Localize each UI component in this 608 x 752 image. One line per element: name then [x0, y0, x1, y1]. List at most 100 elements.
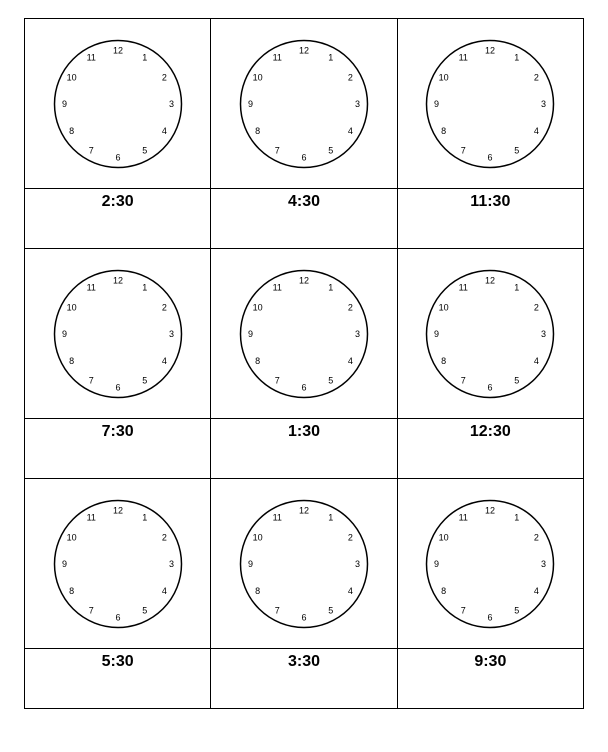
svg-text:6: 6 [488, 152, 493, 162]
svg-text:4: 4 [348, 355, 353, 365]
svg-text:7: 7 [275, 375, 280, 385]
svg-text:5: 5 [142, 145, 147, 155]
svg-text:1: 1 [142, 282, 147, 292]
svg-text:9: 9 [248, 99, 253, 109]
svg-text:7: 7 [88, 145, 93, 155]
svg-text:6: 6 [301, 152, 306, 162]
svg-text:9: 9 [434, 329, 439, 339]
svg-text:12: 12 [485, 275, 495, 285]
svg-text:3: 3 [541, 99, 546, 109]
svg-text:10: 10 [439, 532, 449, 542]
svg-text:9: 9 [62, 559, 67, 569]
svg-text:1: 1 [515, 282, 520, 292]
svg-text:8: 8 [69, 355, 74, 365]
svg-text:11: 11 [459, 52, 468, 62]
svg-text:12: 12 [485, 505, 495, 515]
svg-text:11: 11 [86, 512, 95, 522]
svg-text:11: 11 [273, 512, 282, 522]
svg-text:9: 9 [248, 559, 253, 569]
clock-face-icon: 121234567891011 [239, 269, 369, 399]
svg-text:9: 9 [434, 99, 439, 109]
clock-wrap: 121234567891011 [25, 249, 210, 418]
svg-text:1: 1 [515, 52, 520, 62]
svg-text:2: 2 [348, 72, 353, 82]
clock-cell: 121234567891011 [211, 479, 397, 649]
svg-text:6: 6 [115, 382, 120, 392]
time-label: 4:30 [211, 189, 396, 211]
clock-cell: 121234567891011 [397, 479, 583, 649]
clock-face-icon: 121234567891011 [53, 269, 183, 399]
clock-wrap: 121234567891011 [211, 19, 396, 188]
svg-text:7: 7 [461, 605, 466, 615]
svg-text:12: 12 [299, 275, 309, 285]
time-label-cell: 2:30 [25, 189, 211, 249]
time-label: 7:30 [25, 419, 210, 441]
svg-text:2: 2 [348, 532, 353, 542]
clock-wrap: 121234567891011 [25, 19, 210, 188]
svg-text:1: 1 [328, 52, 333, 62]
svg-text:4: 4 [534, 585, 539, 595]
time-label-cell: 3:30 [211, 649, 397, 709]
svg-text:8: 8 [441, 585, 446, 595]
svg-text:1: 1 [328, 282, 333, 292]
clock-cell: 121234567891011 [397, 19, 583, 189]
svg-text:1: 1 [328, 512, 333, 522]
svg-text:3: 3 [355, 329, 360, 339]
clock-cell: 121234567891011 [211, 19, 397, 189]
time-label: 12:30 [398, 419, 583, 441]
time-label-cell: 7:30 [25, 419, 211, 479]
svg-text:9: 9 [62, 99, 67, 109]
time-label-cell: 5:30 [25, 649, 211, 709]
clock-wrap: 121234567891011 [25, 479, 210, 648]
svg-text:1: 1 [142, 52, 147, 62]
svg-text:3: 3 [169, 99, 174, 109]
svg-text:12: 12 [299, 45, 309, 55]
svg-text:8: 8 [255, 125, 260, 135]
clock-face-icon: 121234567891011 [239, 39, 369, 169]
worksheet-page: 1212345678910111212345678910111212345678… [0, 0, 608, 752]
svg-text:3: 3 [169, 329, 174, 339]
svg-text:10: 10 [253, 532, 263, 542]
svg-text:6: 6 [115, 612, 120, 622]
svg-text:3: 3 [541, 329, 546, 339]
svg-text:10: 10 [439, 302, 449, 312]
time-label-cell: 9:30 [397, 649, 583, 709]
svg-text:11: 11 [273, 52, 282, 62]
svg-text:5: 5 [328, 145, 333, 155]
time-label-cell: 12:30 [397, 419, 583, 479]
svg-text:4: 4 [534, 125, 539, 135]
svg-text:5: 5 [515, 145, 520, 155]
svg-text:5: 5 [328, 605, 333, 615]
svg-text:2: 2 [161, 302, 166, 312]
clock-face-icon: 121234567891011 [425, 499, 555, 629]
svg-text:11: 11 [459, 512, 468, 522]
svg-text:4: 4 [534, 355, 539, 365]
svg-text:5: 5 [328, 375, 333, 385]
clock-face-icon: 121234567891011 [425, 39, 555, 169]
svg-text:3: 3 [355, 559, 360, 569]
svg-text:5: 5 [515, 375, 520, 385]
svg-text:6: 6 [488, 612, 493, 622]
time-label: 9:30 [398, 649, 583, 671]
clock-wrap: 121234567891011 [211, 479, 396, 648]
svg-text:4: 4 [161, 355, 166, 365]
svg-text:1: 1 [142, 512, 147, 522]
svg-text:2: 2 [534, 302, 539, 312]
clock-face-icon: 121234567891011 [53, 499, 183, 629]
svg-text:3: 3 [541, 559, 546, 569]
svg-text:3: 3 [169, 559, 174, 569]
time-label: 11:30 [398, 189, 583, 211]
svg-text:2: 2 [161, 72, 166, 82]
svg-text:12: 12 [113, 505, 123, 515]
worksheet-grid: 1212345678910111212345678910111212345678… [24, 18, 584, 709]
svg-text:8: 8 [69, 585, 74, 595]
svg-text:11: 11 [273, 282, 282, 292]
svg-text:1: 1 [515, 512, 520, 522]
clock-wrap: 121234567891011 [398, 479, 583, 648]
svg-text:8: 8 [69, 125, 74, 135]
svg-text:6: 6 [301, 382, 306, 392]
svg-text:5: 5 [142, 605, 147, 615]
svg-text:6: 6 [301, 612, 306, 622]
clock-wrap: 121234567891011 [211, 249, 396, 418]
svg-text:4: 4 [348, 585, 353, 595]
